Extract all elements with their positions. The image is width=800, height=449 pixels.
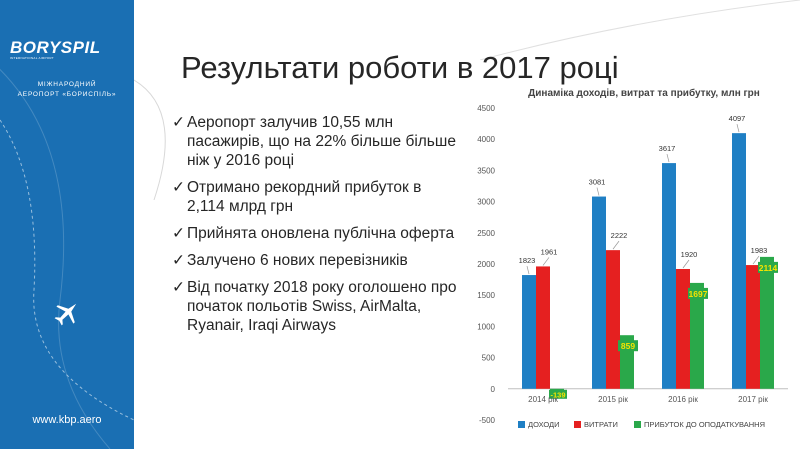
data-label: 1983 (751, 246, 768, 255)
chart-title: Динаміка доходів, витрат та прибутку, мл… (528, 87, 760, 99)
bullet-item: ✓ Отримано рекордний прибуток в 2,114 млр… (172, 178, 462, 216)
data-label: 1697 (689, 289, 708, 299)
legend-swatch (518, 421, 525, 428)
y-tick-label: 0 (491, 385, 496, 394)
bullet-list: ✓ Аеропорт залучив 10,55 млн пасажирів, щ… (172, 113, 462, 343)
bullet-item: ✓ Аеропорт залучив 10,55 млн пасажирів, щ… (172, 113, 462, 170)
bar-expenses (536, 266, 550, 389)
checkmark-icon: ✓ (172, 279, 185, 296)
airport-name-line1: МІЖНАРОДНИЙ (37, 81, 97, 88)
data-label-bg (549, 389, 567, 399)
data-label: 2114 (759, 263, 778, 273)
bullet-text: Аеропорт залучив 10,55 млн пасажирів, що… (187, 114, 456, 169)
airport-name-line2: АЕРОПОРТ «БОРИСПІЛЬ» (17, 91, 117, 98)
bar-expenses (676, 268, 690, 389)
bar-profit (760, 256, 774, 389)
x-tick-label: 2017 рік (738, 395, 768, 404)
y-tick-label: 2000 (477, 260, 495, 269)
data-label: 1823 (519, 256, 536, 265)
bar-profit (690, 282, 704, 389)
checkmark-icon: ✓ (172, 252, 185, 269)
website-link[interactable]: www.kbp.aero (32, 414, 102, 426)
data-label-bg (758, 261, 778, 273)
background-decoration-top (480, 0, 800, 60)
checkmark-icon: ✓ (172, 225, 185, 242)
y-tick-label: 2500 (477, 229, 495, 238)
logo-tagline: INTERNATIONAL AIRPORT (10, 56, 54, 60)
checkmark-icon: ✓ (172, 179, 185, 196)
bar-revenue (732, 133, 746, 389)
sidebar: BORYSPIL INTERNATIONAL AIRPORT МІЖНАРОДН… (0, 0, 134, 449)
bar-revenue (592, 196, 606, 389)
data-label-leader (736, 124, 740, 133)
checkmark-icon: ✓ (172, 114, 185, 131)
legend-swatch (634, 421, 641, 428)
data-label: 3081 (589, 178, 606, 187)
data-label: 3617 (659, 144, 676, 153)
bullet-item: ✓ Від початку 2018 року оголошено про поч… (172, 278, 462, 335)
bar-expenses (746, 265, 760, 389)
bar-revenue (662, 163, 676, 389)
data-label-leader (612, 240, 620, 250)
y-tick-label: -500 (479, 416, 496, 425)
data-label-leader (666, 154, 670, 163)
data-label-bg (618, 340, 638, 352)
y-tick-label: 1000 (477, 322, 495, 331)
legend-swatch (574, 421, 581, 428)
bullet-text: Отримано рекордний прибуток в 2,114 млрд… (187, 179, 422, 215)
y-tick-label: 3000 (477, 198, 495, 207)
data-label: 859 (621, 341, 635, 351)
bar-expenses (606, 250, 620, 389)
data-label-leader (526, 265, 530, 275)
data-label: 4097 (729, 114, 746, 123)
data-label: 1961 (541, 247, 558, 256)
slide-title: Результати роботи в 2017 році (181, 50, 619, 85)
boryspil-logo: BORYSPIL INTERNATIONAL AIRPORT (10, 38, 101, 60)
legend-label: ПРИБУТОК ДО ОПОДАТКУВАННЯ (644, 420, 765, 429)
logo-text: BORYSPIL (10, 38, 101, 57)
bar-revenue (522, 275, 536, 389)
data-label-leader (682, 259, 690, 269)
legend-label: ВИТРАТИ (584, 420, 618, 429)
y-tick-label: 4000 (477, 135, 495, 144)
bullet-text: Прийнята оновлена публічна оферта (187, 225, 455, 242)
bullet-item: ✓ Залучено 6 нових перевізників (172, 251, 462, 270)
data-label: -139 (550, 390, 565, 399)
revenue-chart: Динаміка доходів, витрат та прибутку, мл… (477, 87, 788, 429)
y-tick-label: 1500 (477, 291, 495, 300)
x-tick-label: 2016 рік (668, 395, 698, 404)
data-label-leader (542, 257, 550, 266)
y-tick-label: 4500 (477, 104, 495, 113)
data-label-leader (596, 187, 600, 196)
airplane-icon (54, 303, 77, 326)
sidebar-decoration (0, 68, 134, 449)
bullet-text: Залучено 6 нових перевізників (187, 252, 408, 269)
data-label: 1920 (681, 250, 698, 259)
x-tick-label: 2015 рік (598, 395, 628, 404)
background-decoration (134, 79, 166, 200)
bullet-text: Від початку 2018 року оголошено про поча… (187, 279, 457, 334)
y-tick-label: 3500 (477, 166, 495, 175)
data-label: 2222 (611, 231, 628, 240)
legend-label: ДОХОДИ (528, 420, 559, 429)
data-label-leader (752, 255, 760, 265)
bullet-item: ✓ Прийнята оновлена публічна оферта (172, 224, 462, 243)
y-tick-label: 500 (482, 354, 496, 363)
data-label-bg (688, 287, 708, 299)
x-tick-label: 2014 рік (528, 395, 558, 404)
